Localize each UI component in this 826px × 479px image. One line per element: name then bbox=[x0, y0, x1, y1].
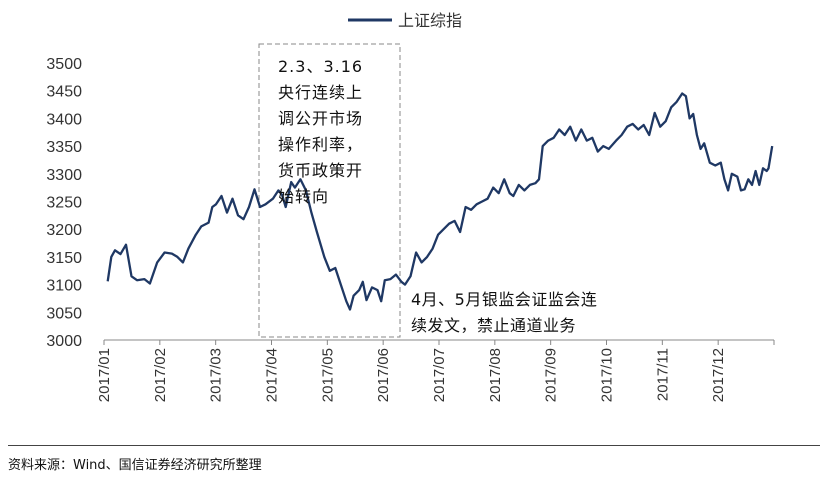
annotation-line: 始转向 bbox=[278, 187, 330, 206]
y-axis: 3500 3450 3400 3350 3300 3250 3200 3150 3100 3050… bbox=[46, 56, 82, 350]
source-note: 资料来源：Wind、国信证券经济研究所整理 bbox=[8, 458, 262, 473]
x-tick-label: 2017/07 bbox=[431, 348, 448, 402]
x-tick-label: 2017/11 bbox=[654, 348, 671, 401]
annotation-line: 调公开市场 bbox=[278, 109, 364, 128]
legend: 上证综指 bbox=[348, 11, 462, 30]
x-tick-label: 2017/03 bbox=[208, 348, 225, 402]
footer-divider bbox=[8, 445, 820, 446]
y-tick-label: 3300 bbox=[46, 167, 82, 184]
y-tick-label: 3050 bbox=[46, 305, 82, 322]
x-tick-label: 2017/06 bbox=[375, 348, 392, 402]
x-tick-label: 2017/09 bbox=[543, 348, 560, 402]
x-tick-label: 2017/05 bbox=[319, 348, 336, 402]
annotation-line: 央行连续上 bbox=[278, 83, 364, 102]
annotation-regulation: 4月、5月银监会证监会连 续发文，禁止通道业务 bbox=[411, 287, 597, 339]
y-tick-label: 3200 bbox=[46, 222, 82, 239]
y-tick-label: 3100 bbox=[46, 278, 82, 295]
y-tick-label: 3500 bbox=[46, 56, 82, 73]
annotation-box bbox=[258, 43, 401, 338]
series-line bbox=[106, 92, 774, 311]
y-tick-label: 3250 bbox=[46, 195, 82, 212]
x-tick-label: 2017/01 bbox=[96, 348, 113, 402]
x-tick-label: 2017/02 bbox=[152, 348, 169, 402]
x-tick-label: 2017/08 bbox=[487, 348, 504, 402]
annotation-line: 4月、5月银监会证监会连 bbox=[411, 290, 598, 309]
annotation-line: 货币政策开 bbox=[278, 161, 364, 180]
x-axis: 2017/01 2017/02 2017/03 2017/04 2017/05 2017/… bbox=[96, 340, 775, 402]
y-tick-label: 3350 bbox=[46, 139, 82, 156]
annotation-line: 续发文，禁止通道业务 bbox=[411, 316, 577, 335]
y-tick-label: 3150 bbox=[46, 250, 82, 267]
x-tick-label: 2017/10 bbox=[599, 348, 616, 402]
annotation-rate-hike: 2.3、3.16 央行连续上 调公开市场 操作利率， 货币政策开 始转向 bbox=[278, 54, 363, 210]
y-tick-label: 3400 bbox=[46, 111, 82, 128]
annotation-line: 操作利率， bbox=[278, 135, 364, 154]
annotation-line: 2.3、3.16 bbox=[278, 57, 364, 76]
y-tick-label: 3000 bbox=[46, 333, 82, 350]
x-tick-label: 2017/04 bbox=[264, 348, 281, 402]
x-tick-label: 2017/12 bbox=[710, 348, 727, 402]
y-tick-label: 3450 bbox=[46, 84, 82, 101]
legend-label: 上证综指 bbox=[398, 11, 462, 30]
